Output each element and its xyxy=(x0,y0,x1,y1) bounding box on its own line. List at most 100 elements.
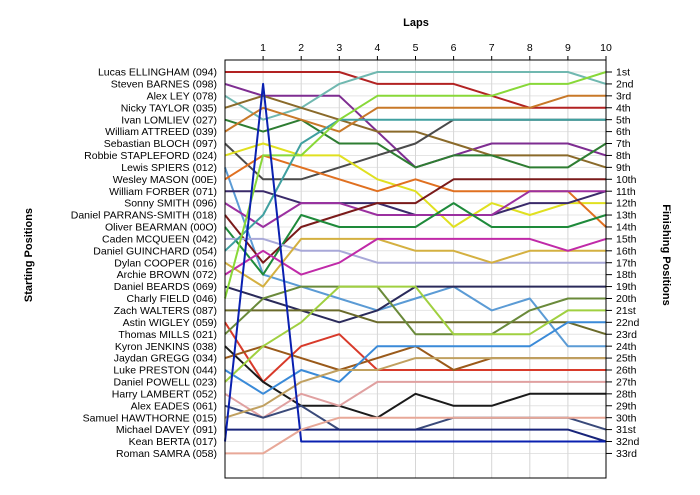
series-line-1 xyxy=(225,71,606,109)
lap-tick-label: 4 xyxy=(374,42,380,54)
starting-position-label: Charly FIELD (046) xyxy=(127,293,217,305)
starting-position-label: Astin WIGLEY (059) xyxy=(123,317,217,329)
lap-tick-label: 1 xyxy=(260,42,266,54)
series-line-30 xyxy=(224,357,606,419)
finishing-position-label: 23rd xyxy=(616,329,637,341)
series-line-33 xyxy=(225,416,606,455)
finishing-position-label: 12th xyxy=(616,198,637,210)
series-line-9 xyxy=(224,167,606,348)
starting-position-label: Roman SAMRA (058) xyxy=(116,448,217,460)
finishing-position-label: 11th xyxy=(616,186,636,198)
finishing-position-label: 8th xyxy=(616,150,631,162)
finishing-position-label: 22nd xyxy=(616,317,640,329)
lap-tick-label: 8 xyxy=(527,42,533,54)
series-line-16 xyxy=(224,118,606,252)
series-line-20 xyxy=(224,71,607,299)
starting-position-label: William ATTREED (039) xyxy=(105,126,217,138)
starting-position-label: Harry LAMBERT (052) xyxy=(112,388,217,400)
starting-position-label: Kyron JENKINS (038) xyxy=(115,341,217,353)
finishing-position-label: 21st xyxy=(616,305,636,317)
starting-position-label: Steven BARNES (098) xyxy=(111,79,217,91)
finishing-position-label: 16th xyxy=(616,245,637,257)
finishing-position-label: 24th xyxy=(616,341,637,353)
driver-labels: Lucas ELLINGHAM (094)Steven BARNES (098)… xyxy=(71,67,640,460)
series-line-26 xyxy=(224,321,606,395)
finishing-position-label: 29th xyxy=(616,400,637,412)
finishing-position-label: 15th xyxy=(616,233,637,245)
starting-position-label: Sebastian BLOCH (097) xyxy=(104,138,217,150)
series-lines xyxy=(224,71,607,455)
series-line-12 xyxy=(224,190,606,228)
starting-position-label: Thomas MILLS (021) xyxy=(118,329,217,341)
finishing-position-label: 13th xyxy=(616,210,637,222)
finishing-position-label: 31st xyxy=(616,424,636,436)
series-line-13 xyxy=(224,178,606,264)
starting-position-label: Robbie STAPLEFORD (024) xyxy=(84,150,217,162)
lap-tick-label: 3 xyxy=(336,42,342,54)
finishing-position-label: 10th xyxy=(616,174,637,186)
starting-position-label: Caden MCQUEEN (042) xyxy=(102,233,217,245)
starting-position-label: Zach WALTERS (087) xyxy=(114,305,217,317)
series-line-21 xyxy=(225,309,607,336)
lap-tick-label: 6 xyxy=(451,42,457,54)
finishing-position-label: 1st xyxy=(616,67,630,79)
finishing-position-label: 30th xyxy=(616,412,637,424)
series-line-31 xyxy=(225,428,607,443)
starting-position-label: Luke PRESTON (044) xyxy=(113,365,217,377)
starting-position-label: Samuel HAWTHORNE (015) xyxy=(83,412,217,424)
plot-frame xyxy=(224,59,607,479)
starting-position-label: Jaydan GREGG (034) xyxy=(114,353,217,365)
finishing-position-label: 33rd xyxy=(616,448,637,460)
series-line-17 xyxy=(224,237,606,288)
finishing-position-label: 6th xyxy=(616,126,631,138)
series-line-3 xyxy=(224,71,607,121)
finishing-position-label: 2nd xyxy=(616,79,634,91)
starting-position-label: Ivan LOMLIEV (027) xyxy=(121,114,217,126)
lap-tick-label: 2 xyxy=(298,42,304,54)
finishing-position-label: 19th xyxy=(616,281,637,293)
finishing-position-label: 18th xyxy=(616,269,637,281)
starting-position-label: Lucas ELLINGHAM (094) xyxy=(98,67,217,79)
starting-position-label: Lewis SPIERS (012) xyxy=(121,162,217,174)
finishing-position-label: 26th xyxy=(616,365,637,377)
series-line-8 xyxy=(224,142,606,228)
finishing-position-label: 7th xyxy=(616,138,631,150)
starting-position-label: Kean BERTA (017) xyxy=(129,436,217,448)
finishing-position-label: 28th xyxy=(616,388,637,400)
finishing-position-label: 17th xyxy=(616,257,637,269)
series-line-4 xyxy=(224,94,607,169)
starting-position-label: Oliver BEARMAN (00O) xyxy=(105,222,217,234)
series-line-28 xyxy=(224,380,606,419)
finishing-position-label: 14th xyxy=(616,222,637,234)
series-line-6 xyxy=(224,94,606,133)
starting-position-label: William FORBER (071) xyxy=(109,186,217,198)
finishing-position-label: 20th xyxy=(616,293,637,305)
lap-tick-label: 9 xyxy=(565,42,571,54)
starting-position-label: Daniel BEARDS (069) xyxy=(114,281,217,293)
series-line-5 xyxy=(224,118,607,169)
finishing-position-label: 5th xyxy=(616,114,631,126)
starting-position-label: Nicky TAYLOR (035) xyxy=(121,102,217,114)
series-line-14 xyxy=(224,202,607,276)
finishing-position-label: 27th xyxy=(616,377,637,389)
starting-position-label: Daniel POWELL (023) xyxy=(114,377,218,389)
x-axis-title: Laps xyxy=(403,17,429,29)
series-line-32 xyxy=(224,82,606,443)
finishing-position-label: 32nd xyxy=(616,436,640,448)
series-line-24 xyxy=(224,345,606,419)
left-axis-title: Starting Positions xyxy=(23,208,35,302)
starting-position-label: Daniel GUINCHARD (054) xyxy=(93,245,217,257)
lap-tick-label: 5 xyxy=(413,42,419,54)
finishing-position-label: 3rd xyxy=(616,90,631,102)
series-line-23 xyxy=(224,285,606,336)
series-line-18 xyxy=(224,237,607,276)
finishing-position-label: 4th xyxy=(616,102,631,114)
finishing-position-label: 9th xyxy=(616,162,631,174)
right-axis-title: Finishing Positions xyxy=(660,204,672,305)
starting-position-label: Wesley MASON (00E) xyxy=(113,174,217,186)
starting-position-label: Michael DAVEY (091) xyxy=(116,424,217,436)
lap-tick-label: 10 xyxy=(600,42,612,54)
lap-tick-label: 7 xyxy=(489,42,495,54)
starting-position-label: Alex LEY (078) xyxy=(147,90,217,102)
